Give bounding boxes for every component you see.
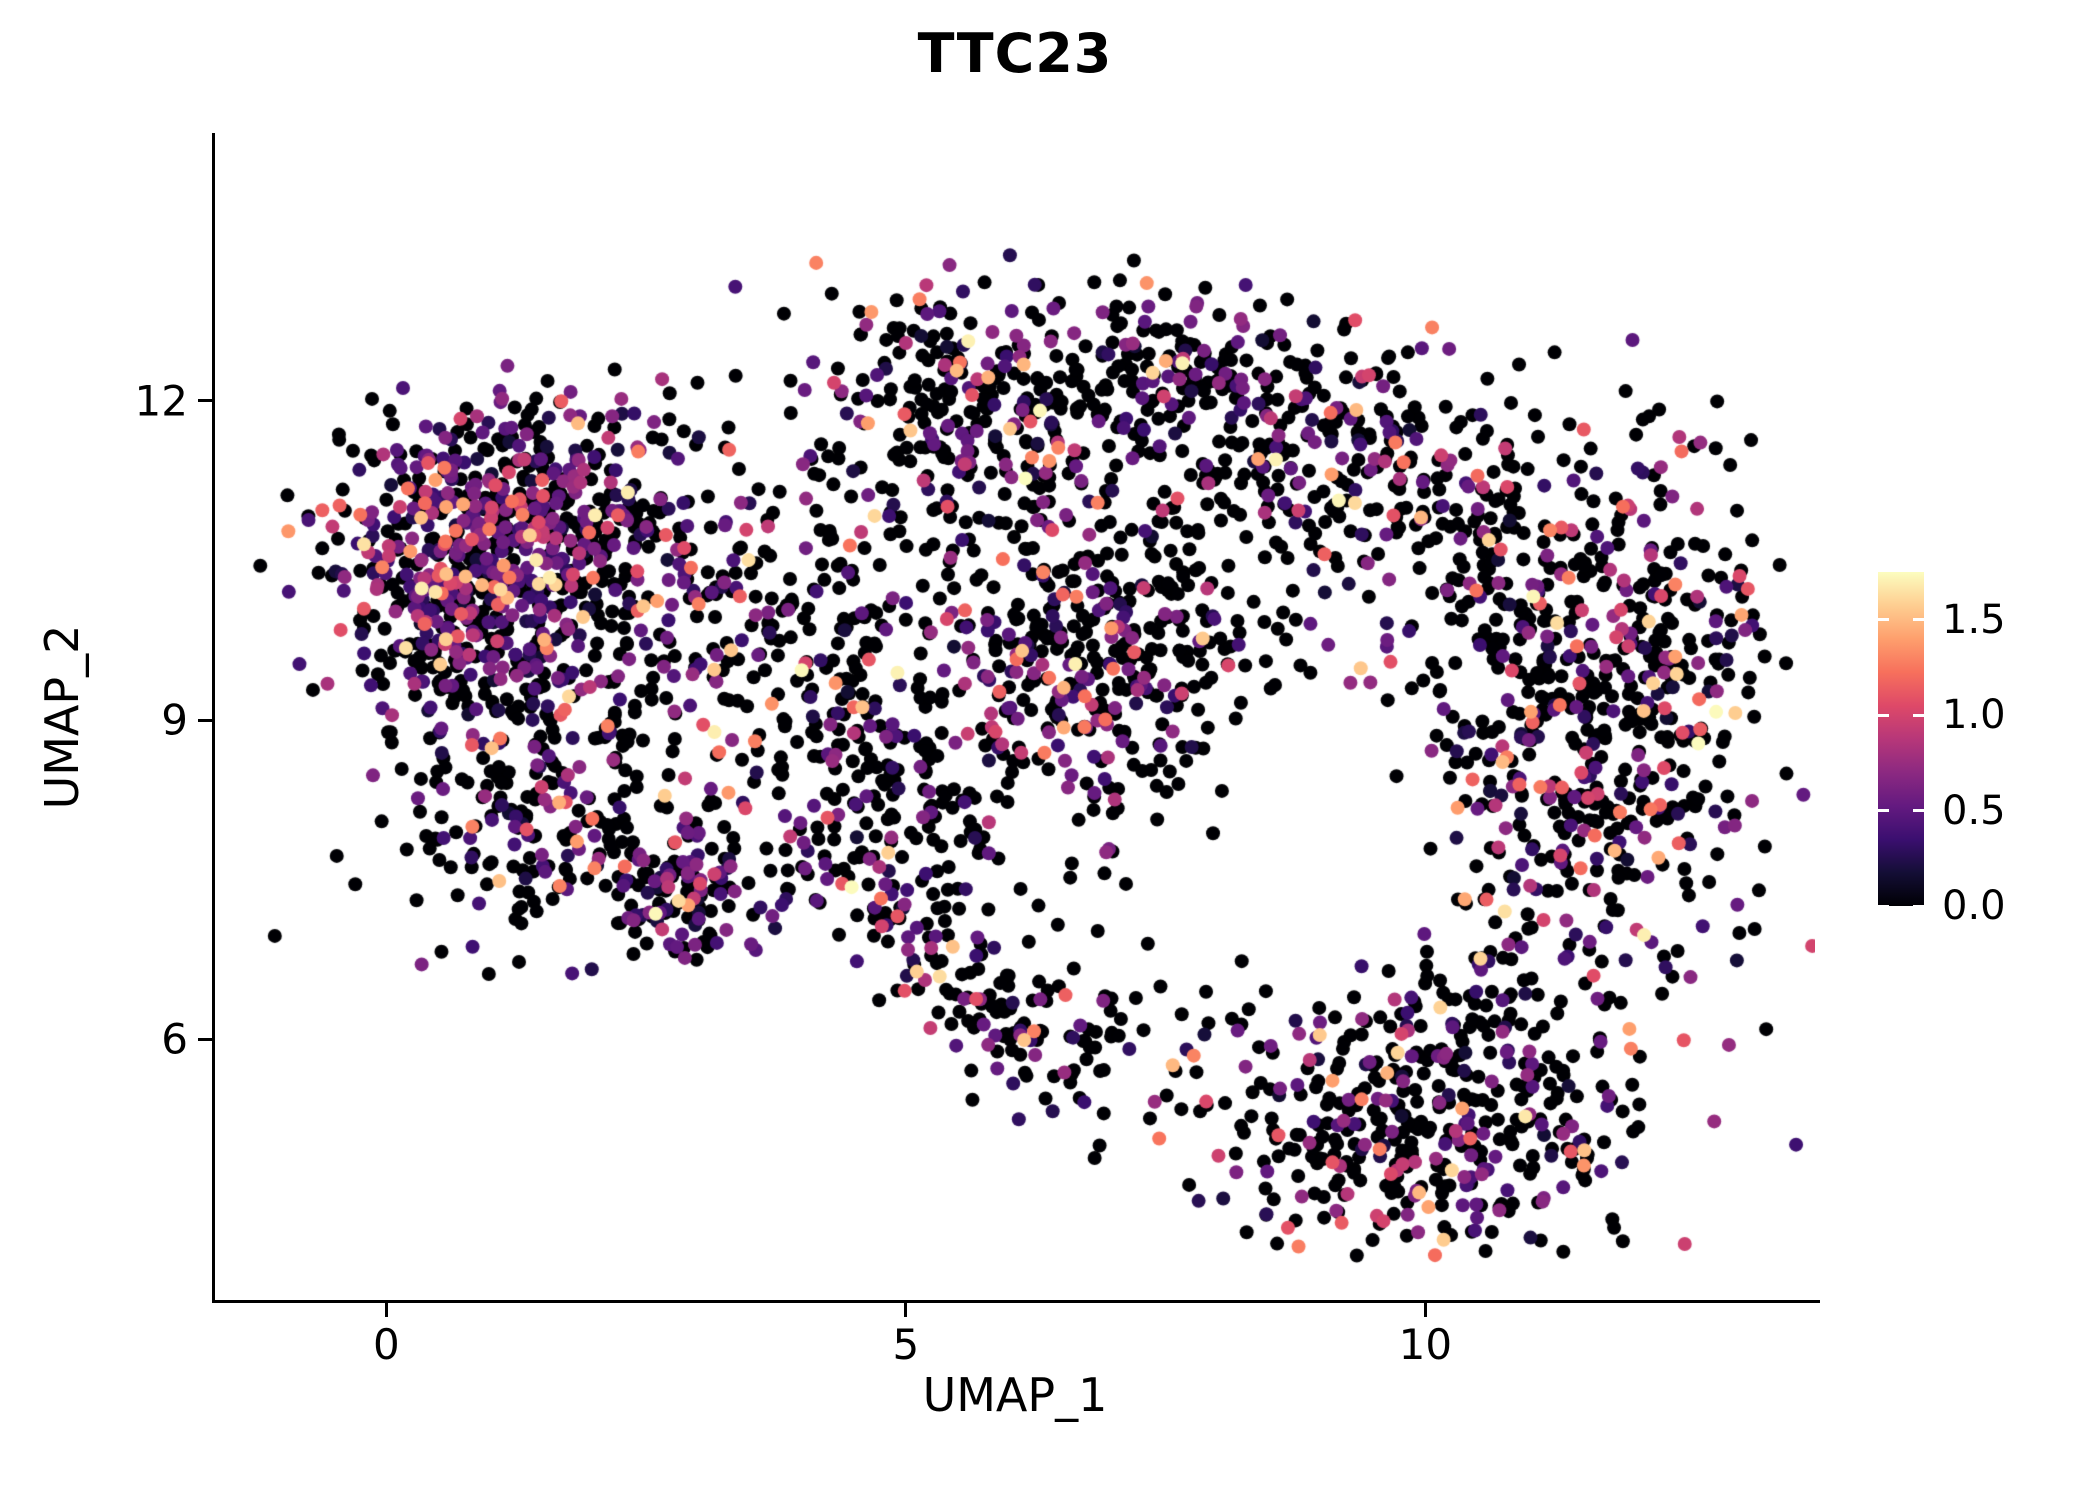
colorbar-tick-mark bbox=[1913, 904, 1924, 908]
x-tick-mark bbox=[904, 1303, 908, 1317]
colorbar-tick-label: 1.5 bbox=[1942, 596, 2006, 643]
scatter-canvas bbox=[215, 135, 1815, 1300]
colorbar-tick-label: 0.0 bbox=[1942, 883, 2006, 929]
colorbar-tick-label: 0.5 bbox=[1942, 787, 2006, 834]
x-axis-line bbox=[212, 1300, 1820, 1303]
x-tick-label: 10 bbox=[1398, 1320, 1453, 1369]
colorbar-gradient bbox=[1878, 572, 1924, 906]
colorbar-tick-mark bbox=[1913, 809, 1924, 813]
y-tick-label: 6 bbox=[161, 1014, 188, 1064]
colorbar-tick-mark bbox=[1878, 713, 1889, 717]
colorbar-tick-label: 1.0 bbox=[1942, 692, 2006, 739]
y-tick-label: 9 bbox=[161, 695, 188, 745]
x-tick-label: 0 bbox=[373, 1320, 400, 1369]
x-tick-mark bbox=[1423, 1303, 1427, 1317]
colorbar-tick-mark bbox=[1913, 713, 1924, 717]
x-tick-label: 5 bbox=[892, 1320, 920, 1369]
y-tick-mark bbox=[198, 718, 212, 722]
x-axis-label: UMAP_1 bbox=[922, 1368, 1108, 1422]
colorbar-tick-mark bbox=[1878, 904, 1889, 908]
y-tick-mark bbox=[198, 1037, 212, 1041]
x-tick-mark bbox=[384, 1303, 388, 1317]
y-tick-mark bbox=[198, 399, 212, 403]
colorbar-tick-mark bbox=[1878, 809, 1889, 813]
plot-title: TTC23 bbox=[917, 22, 1113, 85]
y-axis-line bbox=[212, 133, 215, 1303]
colorbar-tick-mark bbox=[1913, 618, 1924, 622]
y-tick-label: 12 bbox=[134, 376, 188, 426]
colorbar-tick-mark bbox=[1878, 618, 1889, 622]
